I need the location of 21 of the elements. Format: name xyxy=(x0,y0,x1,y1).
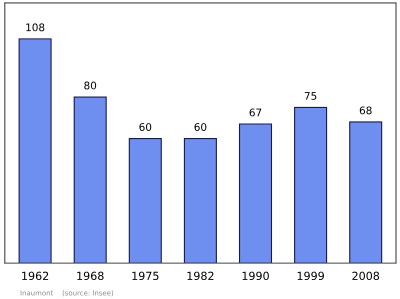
data-label: 108 xyxy=(26,23,44,32)
data-label: 75 xyxy=(304,92,316,100)
bar xyxy=(18,38,52,264)
data-label: 60 xyxy=(194,123,206,131)
x-tick-label: 1990 xyxy=(242,272,269,280)
x-tick-label: 1975 xyxy=(132,272,158,280)
data-label: 68 xyxy=(360,106,372,114)
bar xyxy=(294,106,328,264)
x-tick-label: 1982 xyxy=(187,272,214,280)
data-label: 60 xyxy=(139,123,152,131)
data-label: 80 xyxy=(84,82,96,90)
x-tick-label: 1999 xyxy=(298,272,324,280)
bar xyxy=(238,123,272,264)
bar xyxy=(128,138,162,264)
bar xyxy=(184,138,217,264)
bar xyxy=(74,96,107,264)
x-tick-label: 2008 xyxy=(352,272,380,280)
bar xyxy=(349,121,382,264)
x-tick-label: 1968 xyxy=(77,272,104,280)
x-tick-label: 1962 xyxy=(22,272,48,280)
data-label: 67 xyxy=(250,108,262,116)
